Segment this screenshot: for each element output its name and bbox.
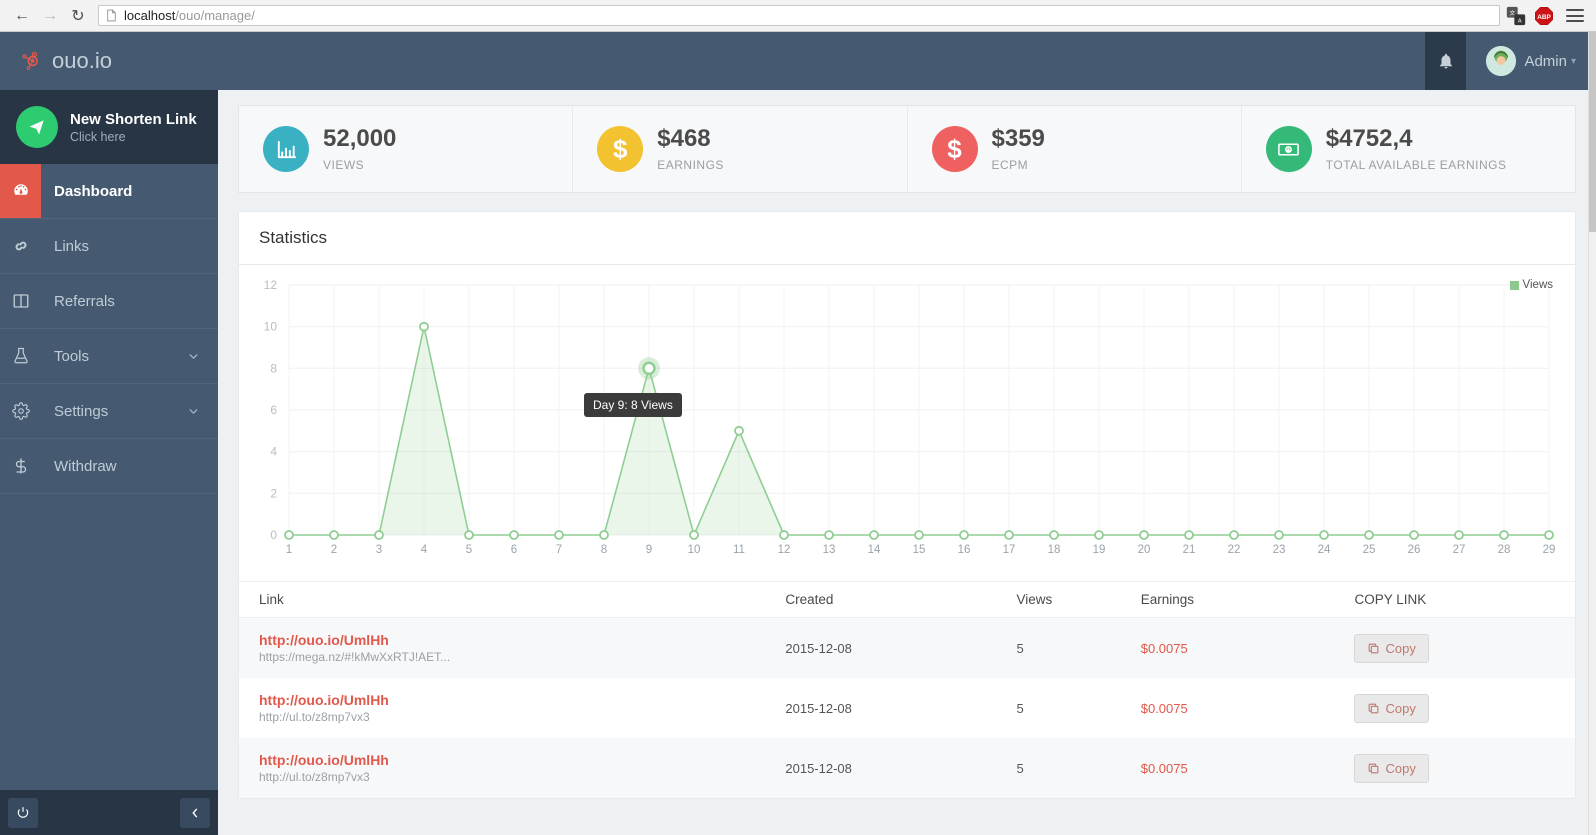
svg-text:12: 12 [264,279,278,292]
svg-text:21: 21 [1183,544,1196,556]
svg-text:4: 4 [270,445,277,459]
svg-text:2: 2 [331,544,337,556]
svg-text:5: 5 [466,544,472,556]
svg-text:17: 17 [1003,544,1016,556]
svg-text:0: 0 [270,528,277,542]
svg-text:1: 1 [286,544,292,556]
svg-text:A: A [1518,18,1522,24]
svg-text:6: 6 [511,544,517,556]
svg-text:6: 6 [270,403,277,417]
svg-text:3: 3 [376,544,382,556]
svg-text:16: 16 [958,544,971,556]
svg-text:7: 7 [556,544,562,556]
svg-text:28: 28 [1498,544,1511,556]
svg-text:1: 1 [1288,148,1290,152]
svg-text:13: 13 [823,544,836,556]
svg-text:19: 19 [1093,544,1106,556]
svg-text:8: 8 [601,544,607,556]
svg-text:11: 11 [733,544,745,556]
svg-text:ABP: ABP [1537,14,1551,21]
svg-text:4: 4 [421,544,428,556]
svg-text:23: 23 [1273,544,1286,556]
svg-text:25: 25 [1363,544,1376,556]
svg-text:18: 18 [1048,544,1061,556]
svg-text:27: 27 [1453,544,1466,556]
svg-text:20: 20 [1138,544,1151,556]
svg-text:26: 26 [1408,544,1421,556]
svg-text:22: 22 [1228,544,1241,556]
svg-text:14: 14 [868,544,881,556]
svg-text:10: 10 [688,544,701,556]
svg-text:2: 2 [270,487,277,501]
svg-text:9: 9 [646,544,652,556]
svg-text:24: 24 [1318,544,1331,556]
svg-text:10: 10 [264,320,278,334]
svg-text:29: 29 [1543,544,1556,556]
svg-text:12: 12 [778,544,791,556]
svg-text:8: 8 [270,362,277,376]
svg-text:15: 15 [913,544,926,556]
